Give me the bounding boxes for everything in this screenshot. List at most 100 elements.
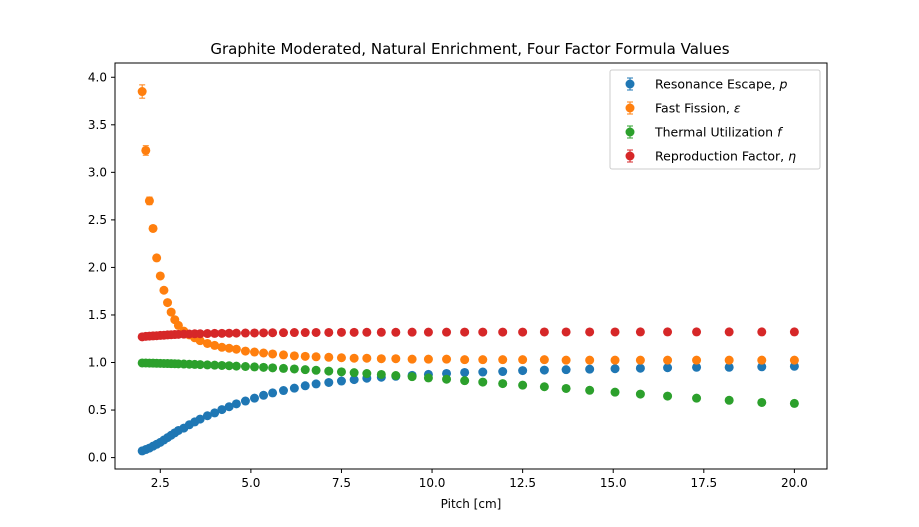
data-point [240,362,250,372]
data-point [724,355,734,365]
data-point [460,327,470,337]
data-point [692,362,702,372]
data-point [635,327,645,337]
x-tick-label: 5.0 [241,476,260,490]
data-point [585,385,595,395]
data-point [278,363,288,373]
data-point [210,340,220,350]
data-point [324,352,334,362]
data-point [311,379,321,389]
data-point [539,327,549,337]
data-point [789,398,799,408]
legend-marker [625,103,635,113]
data-point [336,367,346,377]
x-tick-label: 17.5 [690,476,717,490]
data-point [423,373,433,383]
data-point [210,408,220,418]
series-0 [137,361,799,456]
data-point [692,327,702,337]
data-point [250,328,260,338]
data-point [407,372,417,382]
data-point [561,383,571,393]
data-point [349,375,359,385]
data-point [268,328,278,338]
data-point [300,381,310,391]
legend-label: Reproduction Factor, η [655,149,796,164]
data-point [391,327,401,337]
data-point [144,196,154,206]
data-point [224,328,234,338]
data-point [163,298,173,308]
data-point [224,343,234,353]
data-point [585,355,595,365]
axes-frame [114,62,828,470]
x-tick-label: 12.5 [509,476,536,490]
data-point [324,327,334,337]
data-point [498,379,508,389]
data-point [478,327,488,337]
data-point [362,327,372,337]
data-point [202,360,212,370]
data-point [210,328,220,338]
legend-marker [625,79,635,89]
data-point [663,391,673,401]
chart-title: Graphite Moderated, Natural Enrichment, … [210,40,729,58]
data-point [250,347,260,357]
data-point [757,397,767,407]
plot-area: 2.5 5.0 7.5 10.0 12.5 15.0 17.5 20.0 0.0 0.5 1.0 1… [88,62,828,490]
data-point [585,364,595,374]
data-point [692,355,702,365]
data-point [663,355,673,365]
data-point [789,355,799,365]
data-point [195,414,205,424]
data-point [268,349,278,359]
data-point [141,145,151,155]
data-point [539,382,549,392]
data-point [757,327,767,337]
data-point [324,366,334,376]
data-point [407,354,417,364]
data-point [311,365,321,375]
data-point [692,393,702,403]
data-point [259,390,269,400]
data-point [376,327,386,337]
data-point [610,355,620,365]
data-point [259,362,269,372]
data-point [518,380,528,390]
data-point [336,376,346,386]
y-tick-label: 0.5 [88,403,107,417]
data-point [240,346,250,356]
data-point [349,368,359,378]
data-point [250,362,260,372]
data-point [155,271,165,281]
data-point [442,327,452,337]
data-point [224,361,234,371]
data-point [376,369,386,379]
data-point [391,371,401,381]
data-point [789,361,799,371]
data-point [268,388,278,398]
data-point [478,367,488,377]
x-tick-label: 15.0 [600,476,627,490]
data-point [300,351,310,361]
data-point [376,354,386,364]
data-point [217,342,227,352]
data-point [268,363,278,373]
data-point [231,399,241,409]
data-point [724,327,734,337]
data-point [336,353,346,363]
y-tick-label: 2.5 [88,213,107,227]
data-point [240,328,250,338]
data-point [159,285,169,295]
y-tick-label: 2.0 [88,260,107,274]
data-point [460,376,470,386]
data-point [478,355,488,365]
data-point [391,354,401,364]
data-point [289,383,299,393]
data-point [195,360,205,370]
data-point [217,360,227,370]
data-point [518,355,528,365]
data-point [757,362,767,372]
legend-marker [625,151,635,161]
data-point [561,327,571,337]
